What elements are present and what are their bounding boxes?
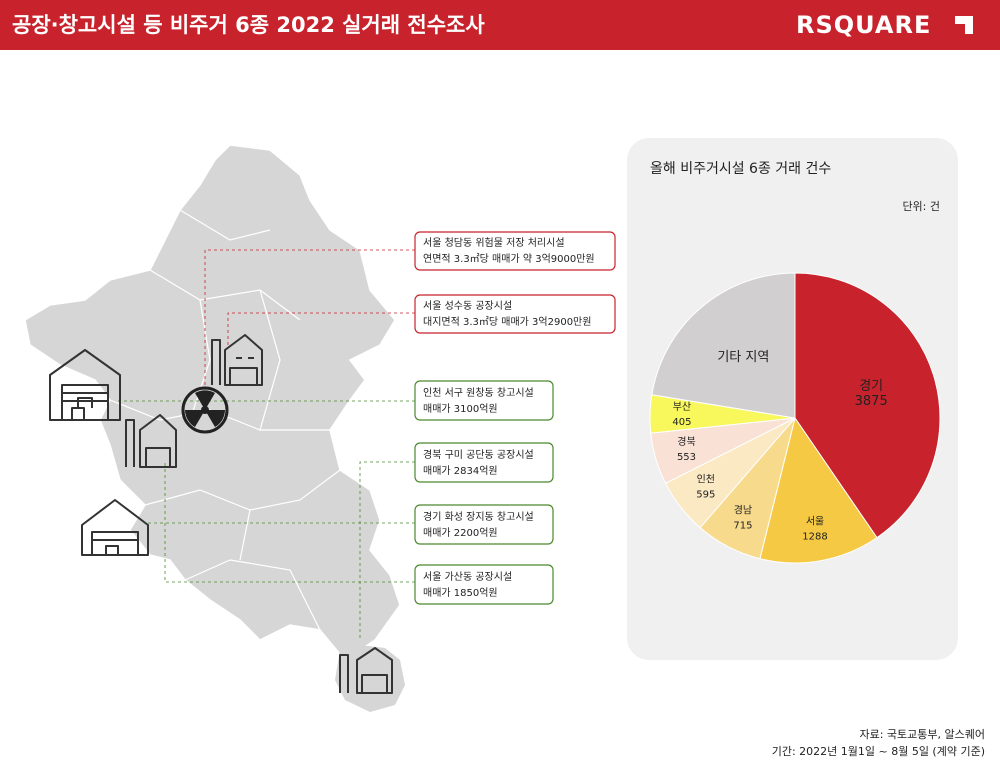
callout: 서울 청담동 위험물 저장 처리시설 연면적 3.3㎡당 매매가 약 3억900… [414,231,616,271]
callout-text: 매매가 3100억원 [423,403,498,415]
slice-label: 부산 [673,401,691,413]
callout-title: 서울 성수동 공장시설 [423,300,512,312]
connector [164,460,415,583]
callout-text: 연면적 3.3㎡당 매매가 약 3억9000만원 [423,253,595,265]
value-label: 715 [733,520,752,531]
callout-title: 서울 가산동 공장시설 [423,571,512,583]
value-label: 405 [672,417,691,428]
header-title: 공장·창고시설 등 비주거 6종 2022 실거래 전수조사 [12,13,485,37]
connector [227,312,415,345]
hazard-icon [181,386,229,434]
warehouse-icon [49,349,149,556]
callout: 서울 가산동 공장시설 매매가 1850억원 [414,564,554,605]
value-label: 1288 [802,531,827,542]
logo-mark [955,16,973,34]
slice-label: 기타 지역 [717,350,769,365]
slice-label: 경북 [677,435,695,448]
callout: 서울 성수동 공장시설 대지면적 3.3㎡당 매매가 3억2900만원 [414,294,616,334]
callout: 경북 구미 공단동 공장시설 매매가 2834억원 [414,442,554,483]
slice-label: 경남 [734,503,752,516]
value-label: 595 [696,490,715,501]
callout: 인천 서구 원창동 창고시설 매매가 3100억원 [414,380,554,421]
chart-title: 올해 비주거시설 6종 거래 건수 [650,161,831,177]
callout-text: 매매가 2200억원 [423,527,498,539]
unit-label: 단위: 건 [902,200,940,213]
pie-slice [794,272,941,539]
factory-icon [125,334,393,694]
callout-text: 매매가 1850억원 [423,587,498,599]
value-label: 553 [677,452,696,463]
logo: RSQUARE [796,11,931,39]
slice-label: 인천 [697,474,715,486]
slice-label: 경기 [859,379,883,394]
callout-title: 경기 화성 장지동 창고시설 [423,510,534,523]
source: 자료: 국토교통부, 알스퀘어 [859,727,985,741]
callout-text: 매매가 2834억원 [423,465,498,477]
callout-title: 인천 서구 원창동 창고시설 [423,387,534,399]
slice-label: 서울 [806,515,824,527]
pie-slice [651,272,796,419]
callout-title: 서울 청담동 위험물 저장 처리시설 [423,236,565,249]
connector [359,461,415,640]
value-label: 3875 [855,394,888,409]
callout-text: 대지면적 3.3㎡당 매매가 3억2900만원 [423,316,591,328]
pie-slice [759,416,878,564]
map [24,144,405,712]
connector [204,249,415,390]
header-bar [0,0,1000,50]
callout: 경기 화성 장지동 창고시설 매매가 2200억원 [414,504,554,545]
callout-title: 경북 구미 공단동 공장시설 [423,448,534,461]
source: 기간: 2022년 1월1일 ~ 8월 5일 (계약 기준) [772,744,985,758]
